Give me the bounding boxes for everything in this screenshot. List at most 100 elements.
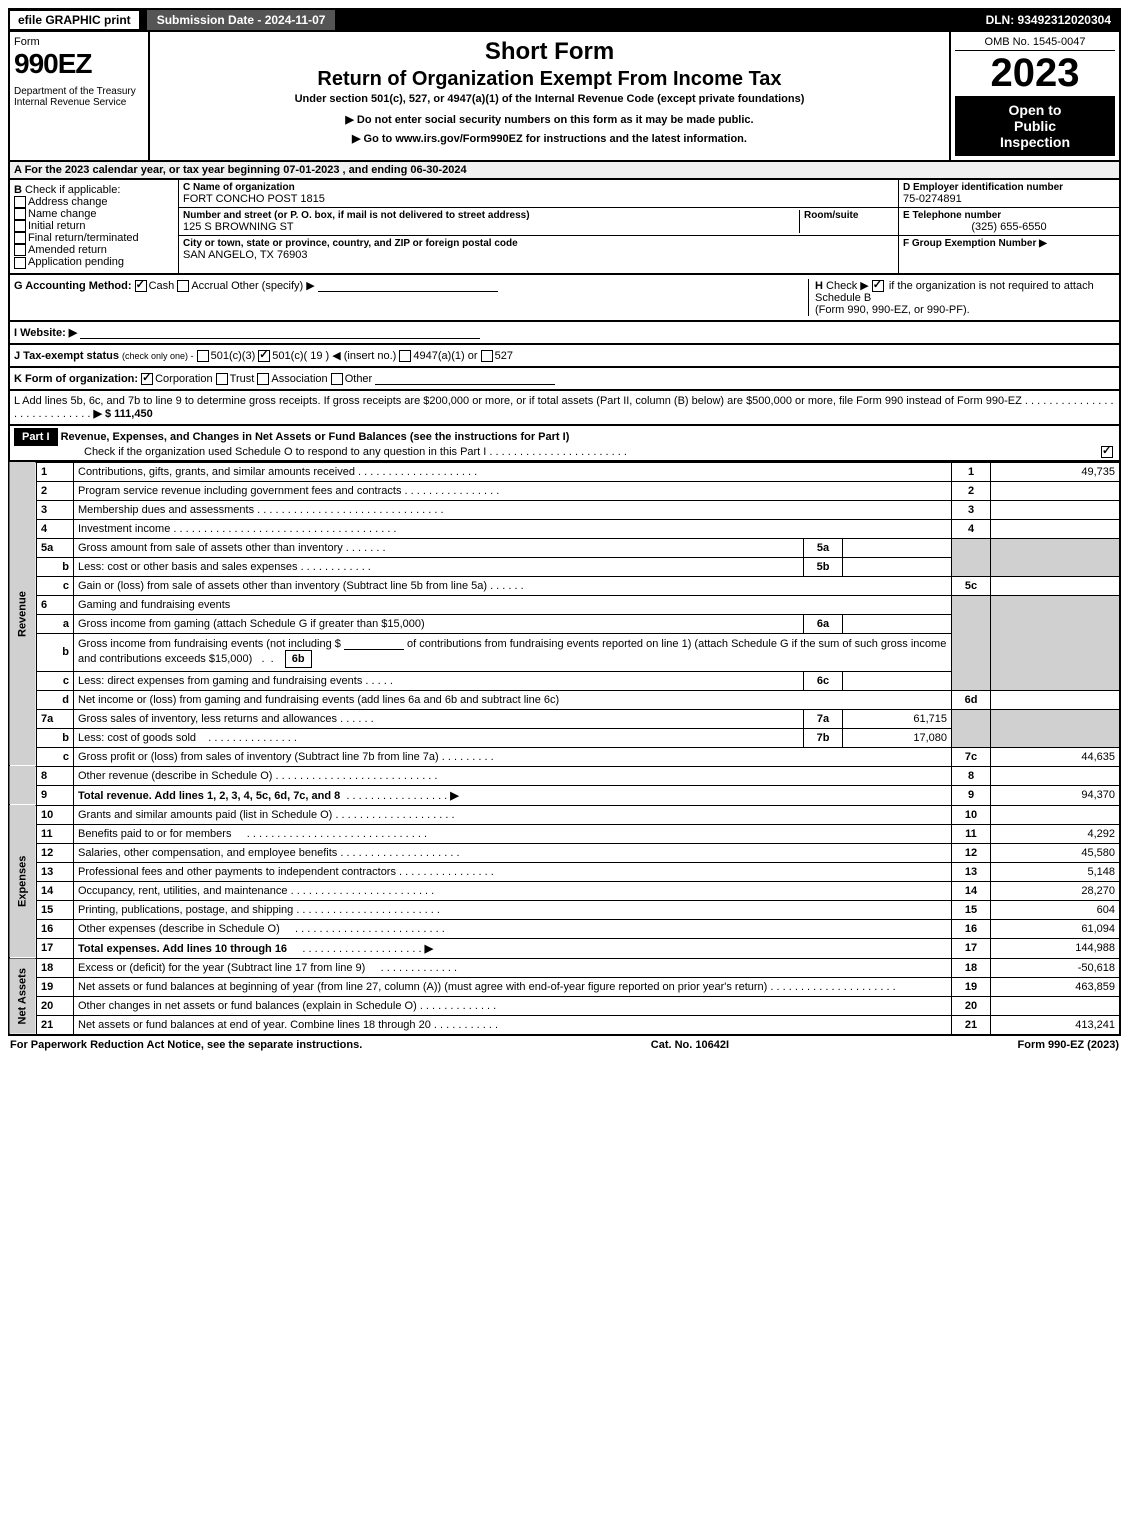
line-num: 15 <box>37 900 74 919</box>
line-box-num: 7b <box>804 728 843 747</box>
fundraising-amount-field[interactable] <box>344 637 404 650</box>
line-num: a <box>37 614 74 633</box>
checkbox-corporation[interactable] <box>141 373 153 385</box>
line-right-num: 6d <box>952 690 991 709</box>
website-field[interactable] <box>80 326 480 339</box>
checkbox-final-return[interactable] <box>14 232 26 244</box>
g-label: G Accounting Method: <box>14 280 132 292</box>
table-row: 4 Investment income . . . . . . . . . . … <box>9 519 1120 538</box>
line-desc: Less: cost of goods sold <box>78 732 196 744</box>
line-right-num: 2 <box>952 481 991 500</box>
line-num: c <box>37 576 74 595</box>
section-def: D Employer identification number 75-0274… <box>898 180 1119 273</box>
inspection-box: Open to Public Inspection <box>955 96 1115 156</box>
line-right-num: 19 <box>952 977 991 996</box>
org-city: SAN ANGELO, TX 76903 <box>183 249 894 261</box>
j-sub: (check only one) - <box>122 351 194 361</box>
line-right-val: 45,580 <box>991 843 1121 862</box>
line-right-val <box>991 996 1121 1015</box>
k-trust: Trust <box>230 373 255 385</box>
j-label: J Tax-exempt status <box>14 350 119 362</box>
g-cash: Cash <box>149 280 175 292</box>
table-row: 11 Benefits paid to or for members . . .… <box>9 824 1120 843</box>
line-desc: Program service revenue including govern… <box>78 485 401 497</box>
line-box-num: 6a <box>804 614 843 633</box>
line-box-num: 6b <box>285 650 312 668</box>
opt-initial: Initial return <box>28 220 85 232</box>
line-desc: Investment income <box>78 523 170 535</box>
section-k: K Form of organization: Corporation Trus… <box>8 368 1121 391</box>
section-g: G Accounting Method: Cash Accrual Other … <box>14 279 808 316</box>
checkbox-initial-return[interactable] <box>14 220 26 232</box>
line-box-num: 5a <box>804 538 843 557</box>
table-row: 6 Gaming and fundraising events <box>9 595 1120 614</box>
table-row: Net Assets 18 Excess or (deficit) for th… <box>9 958 1120 977</box>
line-desc: Gross amount from sale of assets other t… <box>78 542 343 554</box>
line-right-num: 1 <box>952 462 991 481</box>
k-assoc: Association <box>271 373 327 385</box>
checkbox-cash[interactable] <box>135 280 147 292</box>
line-right-num: 17 <box>952 938 991 958</box>
checkbox-501c3[interactable] <box>197 350 209 362</box>
line-right-num: 21 <box>952 1015 991 1035</box>
line-right-val: 28,270 <box>991 881 1121 900</box>
checkbox-trust[interactable] <box>216 373 228 385</box>
line-desc: Other expenses (describe in Schedule O) <box>78 923 280 935</box>
checkbox-accrual[interactable] <box>177 280 189 292</box>
line-box-val <box>843 614 952 633</box>
org-street: 125 S BROWNING ST <box>183 221 799 233</box>
j-c3: 501(c)(3) <box>211 350 256 362</box>
checkbox-schedule-o[interactable] <box>1101 446 1113 458</box>
line-right-num: 16 <box>952 919 991 938</box>
line-desc: Occupancy, rent, utilities, and maintena… <box>78 885 288 897</box>
line-desc: Total expenses. Add lines 10 through 16 <box>78 943 287 955</box>
line-num: b <box>37 728 74 747</box>
h-text3: (Form 990, 990-EZ, or 990-PF). <box>815 304 970 316</box>
checkbox-amended-return[interactable] <box>14 244 26 256</box>
page-footer: For Paperwork Reduction Act Notice, see … <box>8 1036 1121 1054</box>
e-tel-label: E Telephone number <box>903 210 1115 221</box>
c-city-label: City or town, state or province, country… <box>183 238 894 249</box>
line-desc: Gain or (loss) from sale of assets other… <box>78 580 487 592</box>
table-row: d Net income or (loss) from gaming and f… <box>9 690 1120 709</box>
form-header: Form 990EZ Department of the Treasury In… <box>8 32 1121 162</box>
footer-mid: Cat. No. 10642I <box>651 1039 729 1051</box>
opt-amended: Amended return <box>28 244 107 256</box>
line-right-val: 413,241 <box>991 1015 1121 1035</box>
g-accrual: Accrual <box>191 280 228 292</box>
line-right-val: 44,635 <box>991 747 1121 766</box>
line-num: 16 <box>37 919 74 938</box>
checkbox-schedule-b[interactable] <box>872 280 884 292</box>
checkbox-other-org[interactable] <box>331 373 343 385</box>
h-label: H <box>815 280 823 292</box>
line-num: 8 <box>37 766 74 785</box>
line-right-val <box>991 690 1121 709</box>
line-desc: Less: cost or other basis and sales expe… <box>78 561 298 573</box>
line-right-num: 18 <box>952 958 991 977</box>
checkbox-527[interactable] <box>481 350 493 362</box>
d-ein-label: D Employer identification number <box>903 182 1115 193</box>
h-text1: Check ▶ <box>826 280 869 292</box>
checkbox-address-change[interactable] <box>14 196 26 208</box>
g-other: Other (specify) ▶ <box>231 280 315 292</box>
opt-name: Name change <box>28 208 97 220</box>
public: Public <box>961 118 1109 134</box>
line-right-val: 5,148 <box>991 862 1121 881</box>
g-other-field[interactable] <box>318 279 498 292</box>
checkbox-501c[interactable] <box>258 350 270 362</box>
checkbox-4947[interactable] <box>399 350 411 362</box>
checkbox-application-pending[interactable] <box>14 257 26 269</box>
line-num: 11 <box>37 824 74 843</box>
checkbox-association[interactable] <box>257 373 269 385</box>
table-row: 9 Total revenue. Add lines 1, 2, 3, 4, 5… <box>9 785 1120 805</box>
line-desc: Other revenue (describe in Schedule O) <box>78 770 272 782</box>
title-return: Return of Organization Exempt From Incom… <box>158 68 941 91</box>
checkbox-name-change[interactable] <box>14 208 26 220</box>
line-num: 5a <box>37 538 74 557</box>
table-row: 20 Other changes in net assets or fund b… <box>9 996 1120 1015</box>
k-other-field[interactable] <box>375 372 555 385</box>
part-1-title: Revenue, Expenses, and Changes in Net As… <box>61 431 570 443</box>
part-1-header: Part I Revenue, Expenses, and Changes in… <box>8 426 1121 462</box>
line-right-val <box>991 519 1121 538</box>
grey-cell <box>991 595 1121 690</box>
